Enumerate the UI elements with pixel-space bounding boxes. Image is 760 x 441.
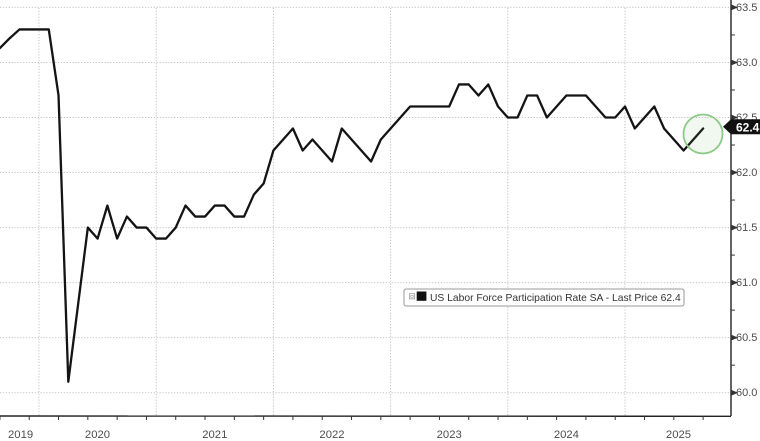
svg-text:2019: 2019 [8, 429, 33, 441]
svg-text:2025: 2025 [666, 429, 691, 441]
svg-text:2021: 2021 [202, 429, 227, 441]
svg-text:63.0: 63.0 [736, 57, 757, 69]
svg-text:60.5: 60.5 [736, 332, 757, 344]
svg-text:2022: 2022 [319, 429, 344, 441]
svg-text:2024: 2024 [554, 429, 579, 441]
svg-text:US Labor Force Participation R: US Labor Force Participation Rate SA - L… [430, 293, 681, 304]
svg-text:2020: 2020 [85, 429, 110, 441]
svg-text:62.0: 62.0 [736, 167, 757, 179]
svg-text:2023: 2023 [437, 429, 462, 441]
svg-text:61.0: 61.0 [736, 277, 757, 289]
svg-text:63.5: 63.5 [736, 2, 757, 14]
svg-text:62.4: 62.4 [736, 121, 760, 135]
svg-text:61.5: 61.5 [736, 222, 757, 234]
svg-text:60.0: 60.0 [736, 387, 757, 399]
